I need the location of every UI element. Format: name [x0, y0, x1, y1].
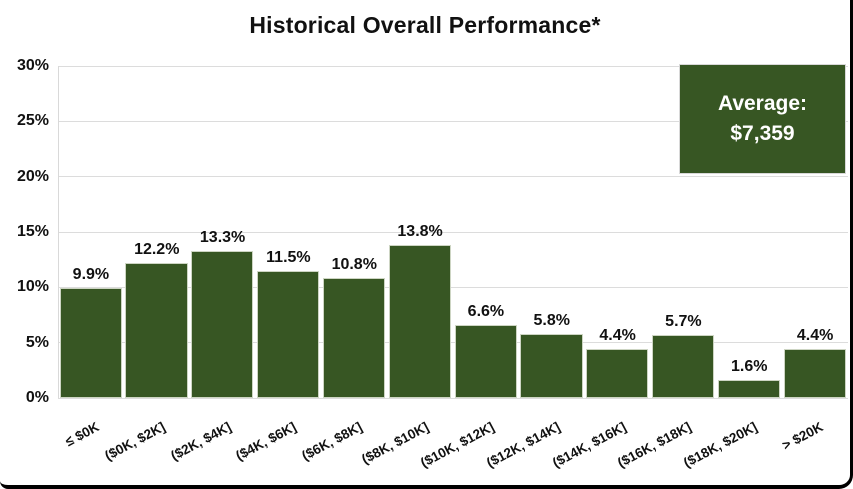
bar-value-label: 6.6% — [467, 302, 505, 320]
x-axis-tick-label: ($10K, $12K] — [417, 419, 497, 471]
bar — [652, 334, 715, 398]
gridline — [58, 231, 848, 233]
bar-value-label: 13.8% — [397, 223, 443, 241]
y-axis-tick-label: 25% — [16, 112, 49, 130]
bar-value-label: 11.5% — [266, 248, 311, 266]
bar-value-label: 1.6% — [731, 358, 768, 376]
x-axis-tick-label: ($12K, $14K] — [483, 419, 563, 471]
bar — [191, 250, 254, 398]
bar-value-label: 4.4% — [599, 327, 636, 345]
x-axis-tick-label: ($18K, $20K] — [681, 419, 760, 471]
bar-value-label: 12.2% — [134, 241, 180, 258]
bar — [783, 349, 846, 398]
x-axis-tick-label: ≤ $0K — [62, 419, 102, 450]
bar-value-label: 13.3% — [199, 228, 246, 246]
x-axis-tick-label: ($4K, $6K] — [233, 419, 299, 464]
plot-area: 0% 5% 10% 15% 20% 25% 30% 9.9% ≤ $0K 12.2% ($0K, $… — [17, 58, 848, 470]
bar — [322, 278, 386, 398]
x-axis-tick-label: ($16K, $18K] — [615, 419, 694, 471]
y-axis-tick-label: 10% — [16, 278, 49, 296]
gridline — [58, 342, 848, 344]
x-axis-tick-label: ($14K, $16K] — [549, 419, 629, 471]
y-axis-line — [58, 66, 59, 398]
bar — [717, 380, 781, 398]
bar — [125, 263, 188, 398]
bar-value-label: 5.8% — [533, 311, 570, 329]
y-axis-tick-label: 15% — [16, 223, 49, 240]
bar — [586, 349, 649, 398]
gridline — [58, 65, 848, 67]
bar — [388, 245, 451, 398]
bar-value-label: 4.4% — [796, 327, 834, 345]
average-value: $7,359 — [730, 122, 795, 145]
gridline — [58, 176, 848, 178]
gridline — [58, 397, 848, 399]
bar — [257, 270, 320, 398]
gridline — [58, 120, 848, 122]
bar — [454, 324, 517, 398]
y-axis-tick-label: 0% — [25, 389, 49, 406]
average-callout: Average: $7,359 — [679, 64, 846, 174]
bar — [520, 333, 583, 398]
x-axis-tick-label: ($0K, $2K] — [101, 419, 168, 464]
bar — [59, 288, 122, 398]
bar-value-label: 9.9% — [72, 266, 110, 284]
chart-title: Historical Overall Performance* — [249, 12, 601, 38]
y-axis-tick-label: 30% — [16, 57, 49, 74]
y-axis-tick-label: 5% — [25, 333, 49, 351]
bar-value-label: 10.8% — [331, 256, 377, 274]
x-axis-tick-label: ($2K, $4K] — [167, 419, 234, 464]
bar-value-label: 5.7% — [665, 312, 702, 330]
x-axis-tick-label: > $20K — [779, 419, 826, 453]
average-label: Average: — [717, 91, 808, 115]
x-axis-tick-label: ($6K, $8K] — [299, 419, 365, 464]
gridline — [58, 286, 848, 288]
y-axis-tick-label: 20% — [16, 167, 49, 185]
